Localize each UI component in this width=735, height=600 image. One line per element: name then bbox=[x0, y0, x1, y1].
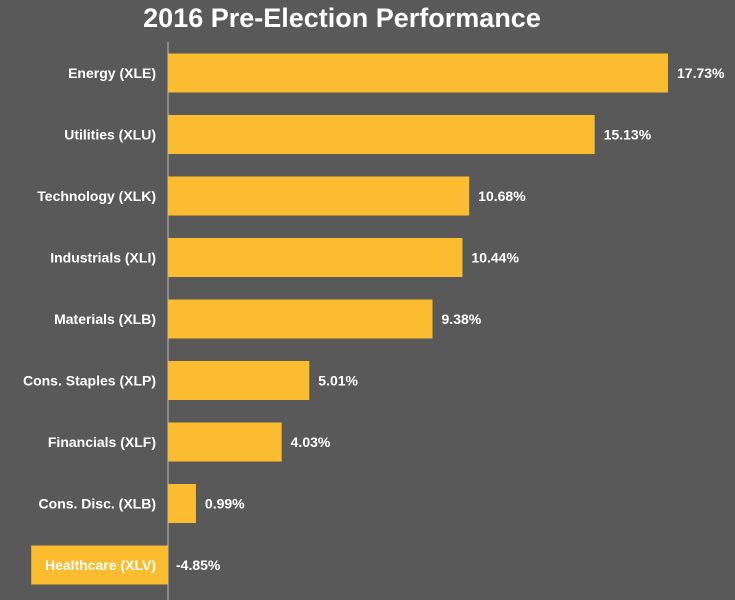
bar bbox=[168, 238, 463, 277]
value-label: 17.73% bbox=[677, 65, 725, 81]
category-label: Technology (XLK) bbox=[37, 188, 156, 204]
value-label: 10.44% bbox=[471, 250, 519, 266]
category-label: Cons. Staples (XLP) bbox=[23, 373, 156, 389]
category-label: Utilities (XLU) bbox=[64, 127, 156, 143]
category-label: Financials (XLF) bbox=[48, 434, 156, 450]
bar bbox=[31, 545, 169, 585]
bar bbox=[168, 484, 196, 523]
chart-title: 2016 Pre-Election Performance bbox=[143, 3, 541, 33]
value-label: 10.68% bbox=[478, 188, 526, 204]
value-label: -4.85% bbox=[176, 557, 221, 573]
bar bbox=[168, 422, 282, 462]
bar bbox=[168, 361, 310, 400]
category-label: Materials (XLB) bbox=[54, 311, 156, 327]
bar bbox=[168, 115, 595, 154]
category-label: Energy (XLE) bbox=[68, 65, 156, 81]
category-label: Healthcare (XLV) bbox=[45, 557, 156, 573]
category-label: Industrials (XLI) bbox=[50, 250, 156, 266]
value-label: 4.03% bbox=[291, 434, 331, 450]
value-label: 0.99% bbox=[205, 496, 245, 512]
bars-group: Energy (XLE) 17.73% Utilities (XLU) 15.13% T… bbox=[23, 42, 725, 600]
bar bbox=[168, 53, 668, 93]
bar bbox=[168, 176, 470, 216]
bar bbox=[168, 299, 433, 339]
value-label: 15.13% bbox=[604, 127, 652, 143]
value-label: 5.01% bbox=[318, 373, 358, 389]
category-label: Cons. Disc. (XLB) bbox=[39, 496, 156, 512]
value-label: 9.38% bbox=[442, 311, 482, 327]
